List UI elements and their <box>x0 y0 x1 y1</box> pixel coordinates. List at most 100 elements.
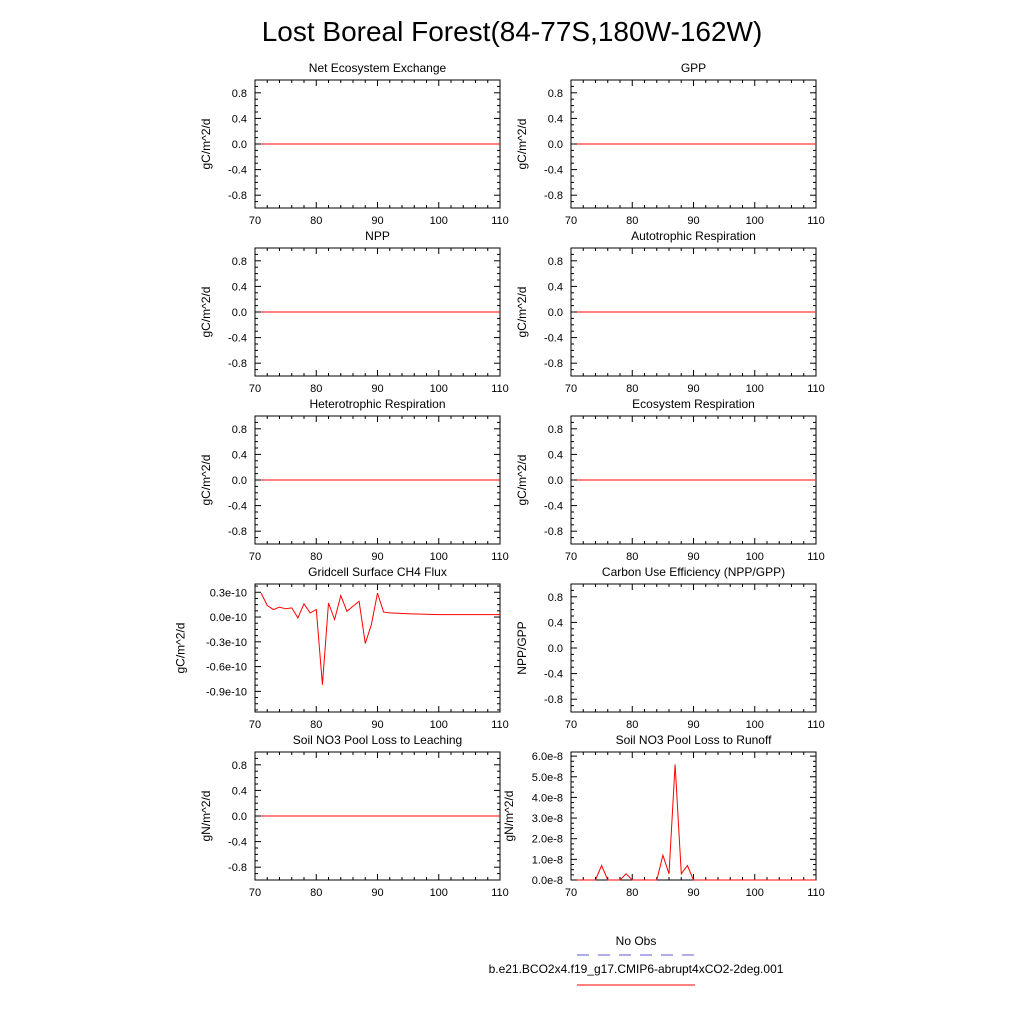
panel-6: Ecosystem Respiration 70 80 90 100 110 0.8 0.4 0… <box>515 397 825 563</box>
y-tick-label: 0.0 <box>232 475 247 487</box>
y-tick-label: -0.8 <box>544 526 563 538</box>
y-tick-label: -0.8 <box>228 190 247 202</box>
x-tick-label: 110 <box>807 551 825 563</box>
x-tick-label: 90 <box>687 551 699 563</box>
y-tick-label: 0.0 <box>548 475 563 487</box>
y-tick-label: 0.8 <box>548 592 563 604</box>
y-tick-label: -0.6e-10 <box>206 662 247 674</box>
panel-title: Soil NO3 Pool Loss to Leaching <box>293 733 462 747</box>
y-tick-label: 0.4 <box>232 449 247 461</box>
y-tick-label: 0.8 <box>548 88 563 100</box>
series-line-model <box>577 764 816 881</box>
panel-title: Soil NO3 Pool Loss to Runoff <box>616 733 773 747</box>
y-tick-label: -0.8 <box>228 526 247 538</box>
x-tick-label: 80 <box>310 887 322 899</box>
x-tick-label: 90 <box>371 215 383 227</box>
x-tick-label: 80 <box>626 215 638 227</box>
x-tick-label: 100 <box>430 887 448 899</box>
x-tick-label: 90 <box>371 887 383 899</box>
x-tick-label: 70 <box>565 551 577 563</box>
x-tick-label: 90 <box>371 719 383 731</box>
y-tick-label: 0.0 <box>232 139 247 151</box>
x-tick-label: 90 <box>371 551 383 563</box>
x-tick-label: 70 <box>565 719 577 731</box>
panel-title: Carbon Use Efficiency (NPP/GPP) <box>602 565 785 579</box>
x-tick-label: 70 <box>249 887 261 899</box>
x-tick-label: 80 <box>626 383 638 395</box>
panel-3: NPP 70 80 90 100 110 0.8 0.4 0.0 -0.4 -0.8 gC/m^2/d <box>199 229 509 395</box>
y-tick-label: -0.4 <box>544 501 563 513</box>
panel-title: GPP <box>681 61 706 75</box>
legend-obs-label: No Obs <box>616 934 657 948</box>
y-tick-label: 0.4 <box>232 785 247 797</box>
y-tick-label: 0.0 <box>548 643 563 655</box>
y-axis-label: gC/m^2/d <box>174 623 188 674</box>
y-tick-label: -0.8 <box>228 862 247 874</box>
y-tick-label: 6.0e-8 <box>532 751 563 763</box>
legend: No Obs b.e21.BCO2x4.f19_g17.CMIP6-abrupt… <box>489 934 784 986</box>
y-tick-label: -0.3e-10 <box>206 637 247 649</box>
x-tick-label: 70 <box>249 551 261 563</box>
x-tick-label: 90 <box>687 215 699 227</box>
panel-title: Ecosystem Respiration <box>632 397 755 411</box>
y-axis-label: gN/m^2/d <box>199 791 213 842</box>
y-axis-label: gC/m^2/d <box>199 119 213 170</box>
y-tick-label: 0.3e-10 <box>210 587 247 599</box>
panel-7: Gridcell Surface CH4 Flux 70 80 90 100 110 0.3… <box>174 565 509 731</box>
panel-1: Net Ecosystem Exchange 70 80 90 100 110 0.8 0.4… <box>199 61 509 227</box>
x-tick-label: 100 <box>746 383 764 395</box>
y-tick-label: 0.8 <box>232 256 247 268</box>
x-tick-label: 100 <box>746 551 764 563</box>
panel-title: Autotrophic Respiration <box>631 229 756 243</box>
plot-frame <box>254 583 501 713</box>
y-tick-label: 0.4 <box>232 281 247 293</box>
y-tick-label: -0.8 <box>544 190 563 202</box>
x-tick-label: 70 <box>565 215 577 227</box>
x-tick-label: 100 <box>430 551 448 563</box>
y-tick-label: -0.8 <box>228 358 247 370</box>
panels-grid: Net Ecosystem Exchange 70 80 90 100 110 0.8 0.4… <box>174 61 825 899</box>
x-tick-label: 90 <box>687 383 699 395</box>
y-tick-label: -0.4 <box>544 333 563 345</box>
x-tick-label: 110 <box>807 383 825 395</box>
x-tick-label: 100 <box>430 383 448 395</box>
y-tick-label: 0.0 <box>548 307 563 319</box>
x-tick-label: 100 <box>746 215 764 227</box>
y-tick-label: 0.4 <box>548 617 563 629</box>
x-tick-label: 70 <box>249 215 261 227</box>
y-tick-label: 0.8 <box>548 424 563 436</box>
y-tick-label: 0.4 <box>232 113 247 125</box>
y-tick-label: 0.4 <box>548 449 563 461</box>
x-tick-label: 90 <box>687 719 699 731</box>
y-tick-label: -0.8 <box>544 694 563 706</box>
x-tick-label: 110 <box>491 887 509 899</box>
panel-title: Heterotrophic Respiration <box>309 397 445 411</box>
x-tick-label: 110 <box>807 215 825 227</box>
y-tick-label: -0.9e-10 <box>206 686 247 698</box>
y-tick-label: 0.4 <box>548 281 563 293</box>
y-tick-label: 0.0e-8 <box>532 875 563 887</box>
y-axis-label: NPP/GPP <box>515 621 529 674</box>
figure-title: Lost Boreal Forest(84-77S,180W-162W) <box>262 16 763 47</box>
plot-frame <box>570 583 817 713</box>
y-axis-label: gC/m^2/d <box>515 287 529 338</box>
x-tick-label: 100 <box>430 215 448 227</box>
panel-5: Heterotrophic Respiration 70 80 90 100 110 0.8… <box>199 397 509 563</box>
y-axis-label: gC/m^2/d <box>199 287 213 338</box>
x-tick-label: 80 <box>310 215 322 227</box>
panel-8: Carbon Use Efficiency (NPP/GPP) 70 80 90 100… <box>515 565 825 731</box>
y-tick-label: -0.4 <box>228 837 247 849</box>
y-tick-label: 0.0 <box>232 811 247 823</box>
x-tick-label: 80 <box>310 551 322 563</box>
panel-2: GPP 70 80 90 100 110 0.8 0.4 0.0 -0.4 -0.8 gC/m^2/d <box>515 61 825 227</box>
y-tick-label: 0.8 <box>232 760 247 772</box>
legend-model-label: b.e21.BCO2x4.f19_g17.CMIP6-abrupt4xCO2-2… <box>489 962 784 976</box>
y-axis-label: gC/m^2/d <box>199 455 213 506</box>
x-tick-label: 110 <box>491 383 509 395</box>
panel-10: Soil NO3 Pool Loss to Runoff 70 80 90 100 110… <box>502 733 825 899</box>
y-tick-label: 0.0e-10 <box>210 612 247 624</box>
y-axis-label: gC/m^2/d <box>515 119 529 170</box>
y-tick-label: 3.0e-8 <box>532 813 563 825</box>
panel-title: Net Ecosystem Exchange <box>309 61 447 75</box>
